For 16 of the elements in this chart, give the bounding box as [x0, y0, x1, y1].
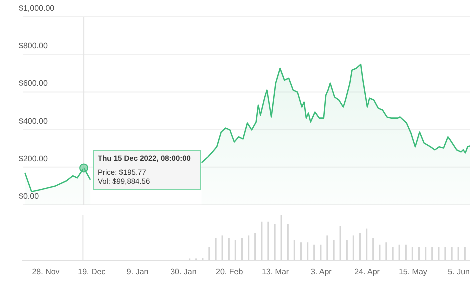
x-tick-label: 19. Dec — [78, 268, 106, 277]
y-tick-label: $1,000.00 — [19, 4, 56, 13]
x-tick-label: 24. Apr — [354, 268, 380, 277]
y-tick-label: $200.00 — [19, 154, 48, 164]
x-tick-label: 15. May — [398, 268, 428, 277]
x-tick-label: 13. Mar — [262, 268, 290, 277]
y-tick-label: $400.00 — [19, 116, 48, 126]
x-tick-label: 9. Jan — [126, 268, 149, 277]
y-tick-label: $0.00 — [19, 192, 40, 201]
x-tick-label: 3. Apr — [310, 268, 332, 277]
x-tick-label: 30. Jan — [170, 268, 197, 277]
x-tick-label: 28. Nov — [32, 268, 60, 277]
y-tick-label: $600.00 — [19, 79, 48, 88]
y-tick-label: $800.00 — [19, 42, 48, 51]
x-tick-label: 20. Feb — [216, 268, 244, 277]
x-tick-label: 5. Jun — [448, 268, 470, 277]
